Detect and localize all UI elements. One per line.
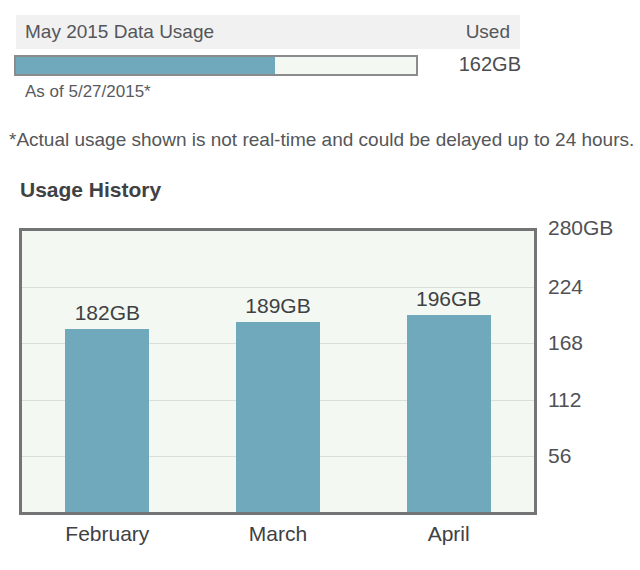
bar-february <box>65 329 149 512</box>
usage-meter-title: May 2015 Data Usage <box>25 21 214 43</box>
usage-meter-used-label: Used <box>466 21 510 43</box>
bar-value-label: 182GB <box>75 301 140 325</box>
usage-as-of-date: As of 5/27/2015* <box>25 82 151 102</box>
usage-used-value: 162GB <box>420 54 521 75</box>
x-axis-label-february: February <box>22 522 193 546</box>
usage-progress-fill <box>16 57 275 74</box>
usage-meter-header: May 2015 Data Usage Used <box>16 15 520 49</box>
usage-dashboard: May 2015 Data Usage Used 162GB As of 5/2… <box>0 0 640 570</box>
y-axis-tick-label: 56 <box>548 445 638 467</box>
bar-value-label: 189GB <box>245 294 310 318</box>
usage-history-chart: 182GB 189GB 196GB <box>19 228 537 515</box>
bar-value-label: 196GB <box>416 287 481 311</box>
usage-disclaimer: *Actual usage shown is not real-time and… <box>9 129 634 151</box>
bar-group-april: 196GB <box>363 231 534 512</box>
bar-group-march: 189GB <box>193 231 364 512</box>
y-axis-tick-label: 224 <box>548 276 638 298</box>
usage-history-heading: Usage History <box>20 178 161 202</box>
usage-progress-bar <box>14 55 418 76</box>
chart-plot-area: 182GB 189GB 196GB <box>22 231 534 512</box>
x-axis-label-march: March <box>193 522 364 546</box>
y-axis-tick-label: 168 <box>548 332 638 354</box>
x-axis-label-april: April <box>363 522 534 546</box>
y-axis-tick-label: 112 <box>548 389 638 411</box>
x-axis: February March April <box>22 522 534 546</box>
y-axis-tick-label: 280GB <box>548 217 638 239</box>
bar-group-february: 182GB <box>22 231 193 512</box>
bar-march <box>236 322 320 512</box>
bar-april <box>407 315 491 512</box>
